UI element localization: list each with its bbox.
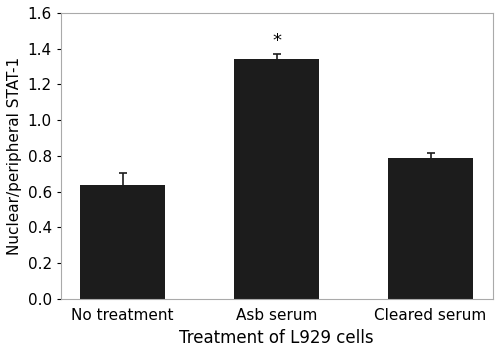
X-axis label: Treatment of L929 cells: Treatment of L929 cells bbox=[180, 329, 374, 347]
Y-axis label: Nuclear/peripheral STAT-1: Nuclear/peripheral STAT-1 bbox=[7, 57, 22, 255]
Text: *: * bbox=[272, 32, 281, 50]
Bar bbox=[388, 158, 473, 299]
Bar bbox=[234, 59, 319, 299]
Bar bbox=[80, 185, 165, 299]
